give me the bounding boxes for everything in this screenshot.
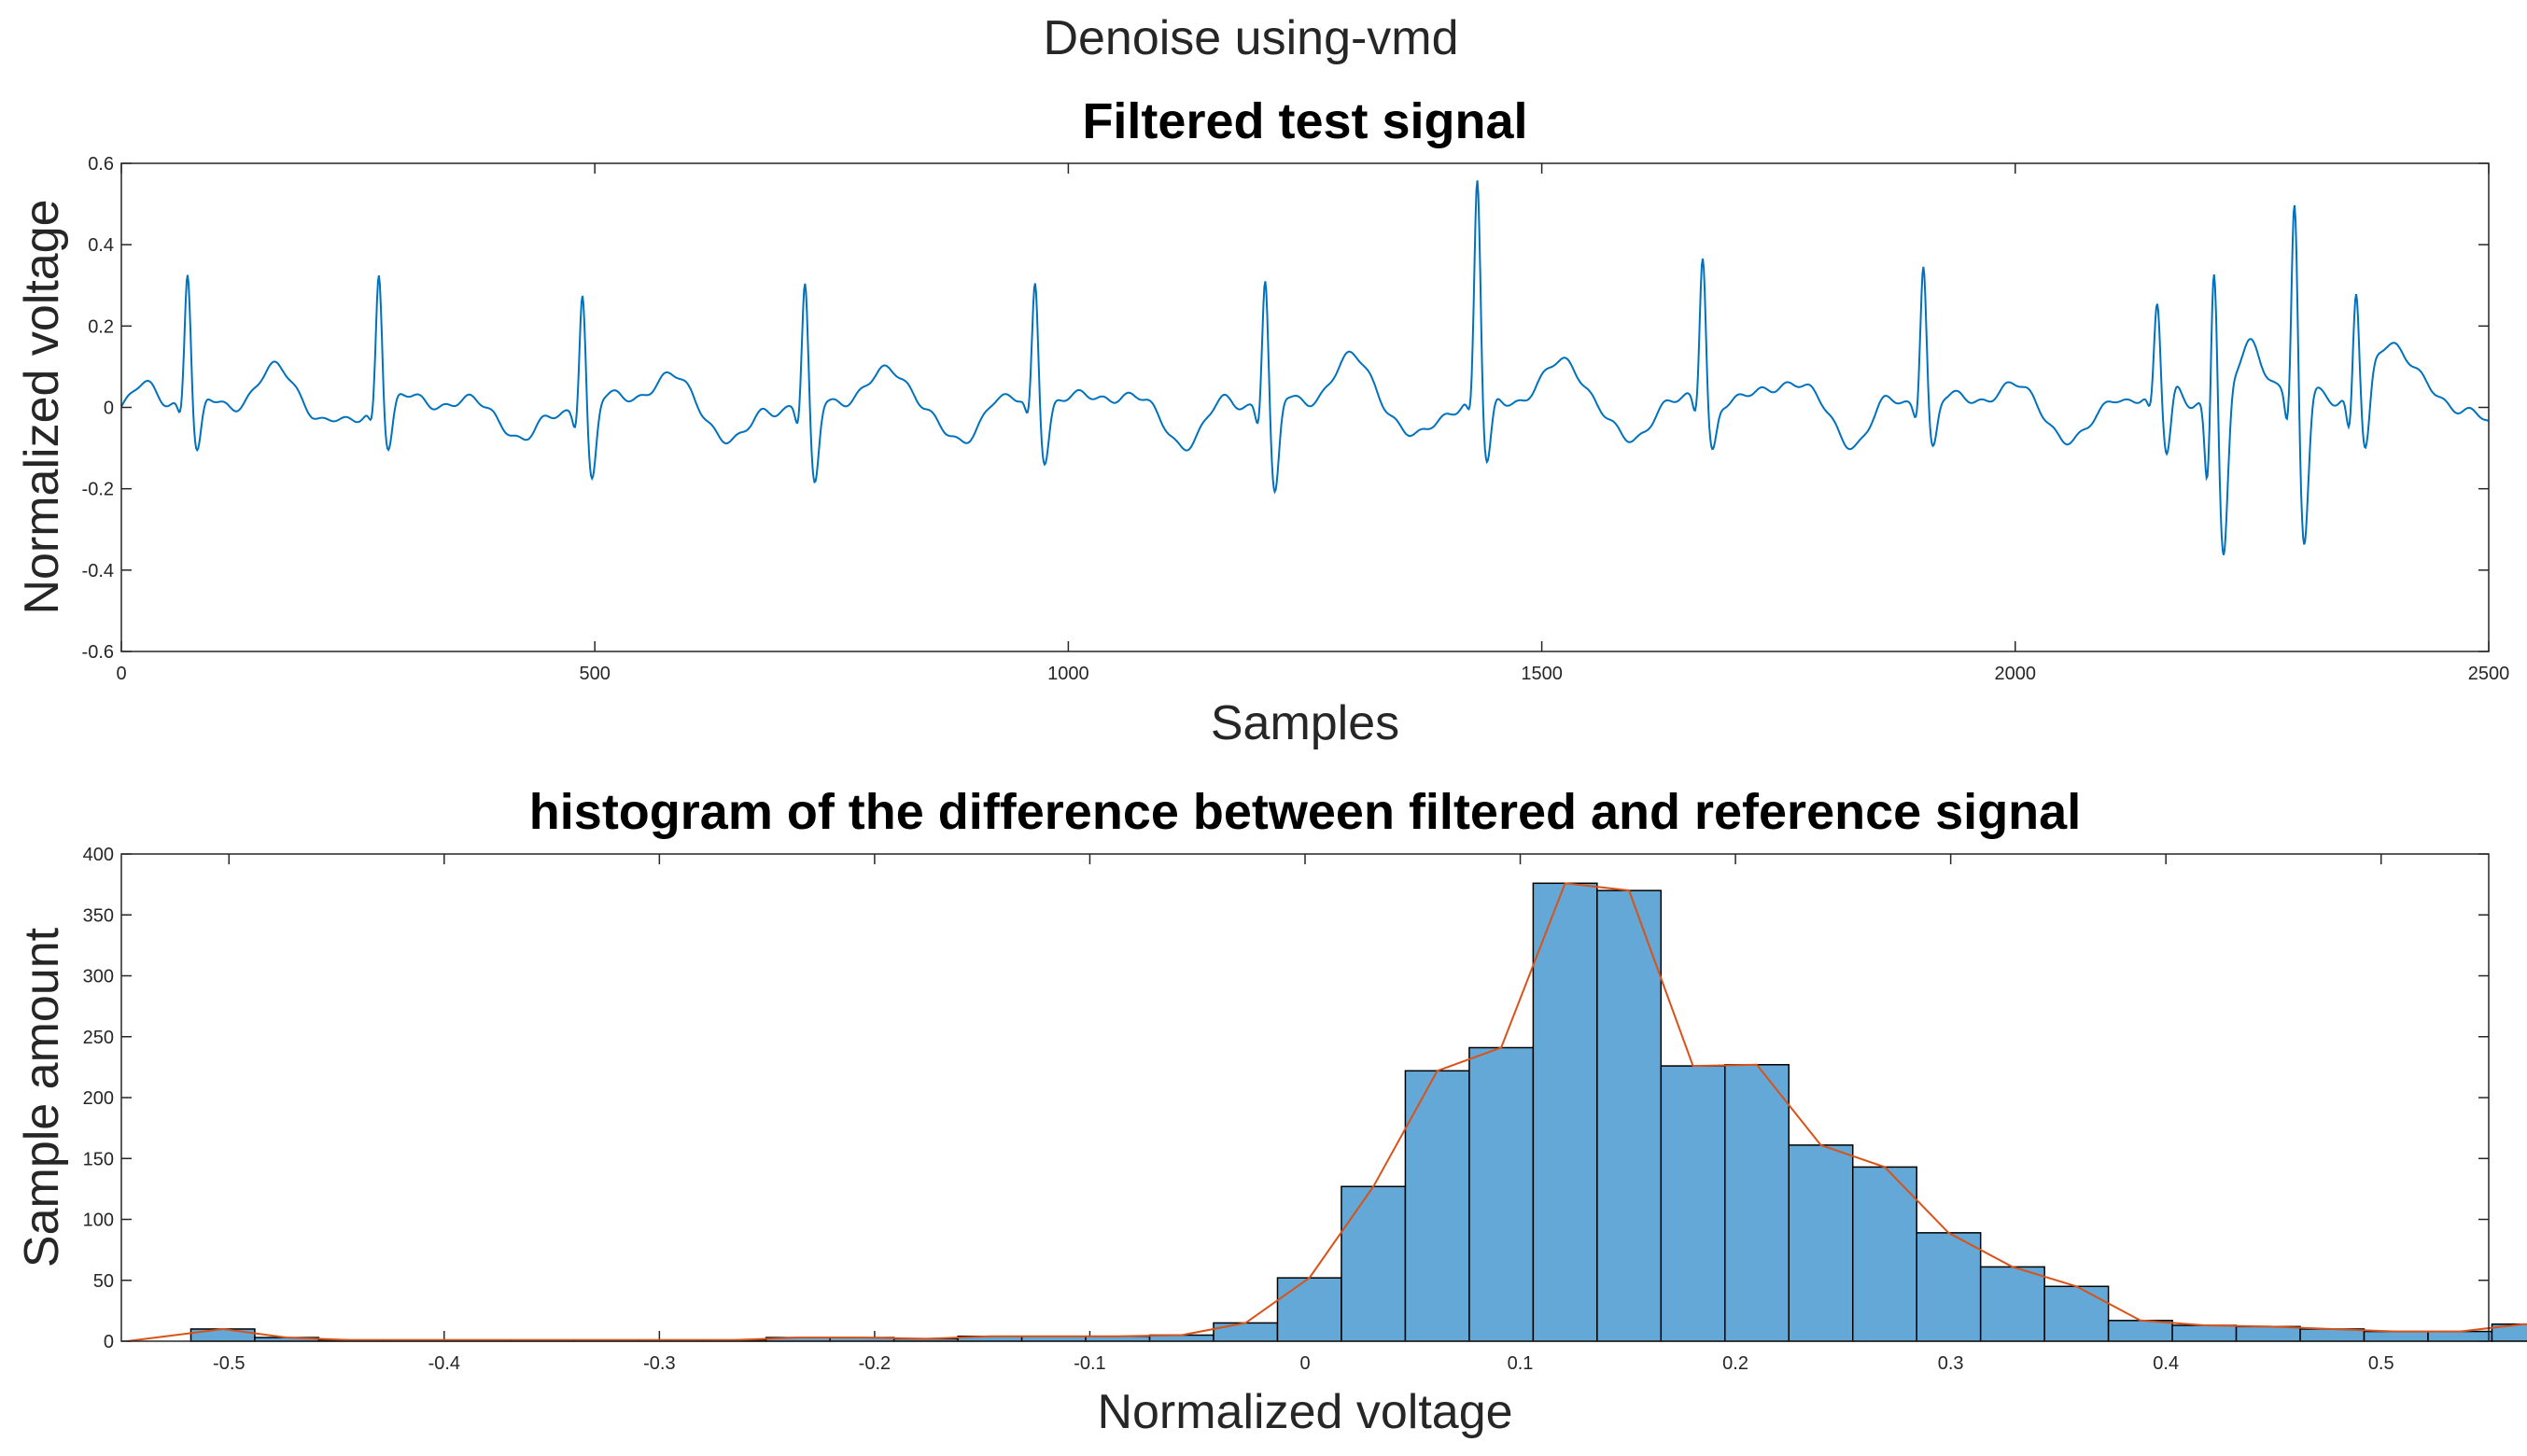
histogram-x-tick-label: 0 — [1299, 1353, 1310, 1374]
signal-y-tick-label: 0.4 — [88, 235, 114, 256]
signal-plot-area — [121, 163, 2489, 651]
histogram-bar — [1660, 1065, 1726, 1342]
histogram-chart-title: histogram of the difference between filt… — [529, 784, 2081, 840]
histogram-axes: histogram of the difference between filt… — [15, 784, 2527, 1439]
signal-axes-box — [120, 162, 2490, 652]
signal-x-tick-label: 2500 — [2468, 664, 2510, 684]
signal-y-tick-label: -0.6 — [82, 642, 114, 663]
histogram-bar — [1788, 1144, 1854, 1342]
signal-y-tick-label: -0.4 — [82, 561, 114, 581]
signal-x-tick-label: 1500 — [1521, 664, 1563, 684]
histogram-plot-area — [121, 854, 2489, 1341]
histogram-bar — [1596, 889, 1663, 1342]
histogram-bar — [1276, 1277, 1342, 1342]
signal-y-tick-label: 0.6 — [88, 154, 114, 175]
signal-x-tick-label: 2000 — [1995, 664, 2037, 684]
histogram-bar — [1532, 882, 1598, 1342]
histogram-y-tick-label: 100 — [83, 1211, 114, 1231]
histogram-bar — [2363, 1330, 2429, 1342]
figure-title: Denoise using-vmd — [1043, 11, 1458, 65]
signal-y-ticks: -0.6 -0.4 -0.2 0 0.2 0.4 0.6 — [82, 154, 2489, 663]
signal-x-axis-label: Samples — [1211, 696, 1399, 750]
histogram-bar — [2043, 1285, 2110, 1342]
signal-x-tick-label: 0 — [116, 664, 126, 684]
histogram-bar — [2235, 1325, 2301, 1342]
signal-y-tick-label: -0.2 — [82, 480, 114, 500]
histogram-x-tick-label: -0.5 — [213, 1353, 245, 1374]
histogram-axes-box — [120, 853, 2490, 1342]
histogram-x-tick-label: 0.4 — [2153, 1353, 2179, 1374]
histogram-y-tick-label: 200 — [83, 1088, 114, 1109]
histogram-fit-line — [126, 882, 2527, 1342]
histogram-x-tick-label: 0.1 — [1508, 1353, 1534, 1374]
histogram-bar — [1724, 1064, 1790, 1342]
histogram-y-tick-label: 250 — [83, 1028, 114, 1048]
histogram-y-tick-label: 350 — [83, 905, 114, 926]
histogram-bar — [1468, 1046, 1535, 1342]
histogram-y-axis-label: Sample amount — [15, 927, 69, 1267]
histogram-bar — [2427, 1330, 2493, 1342]
histogram-bar — [1851, 1166, 1917, 1342]
signal-x-ticks: 0 500 1000 1500 2000 2500 — [116, 163, 2509, 684]
histogram-x-tick-label: 0.3 — [1938, 1353, 1964, 1374]
histogram-y-tick-label: 50 — [93, 1271, 114, 1292]
histogram-x-tick-label: -0.4 — [428, 1353, 460, 1374]
histogram-y-tick-label: 0 — [104, 1332, 114, 1352]
histogram-bar — [1916, 1232, 1982, 1342]
histogram-y-tick-label: 400 — [83, 845, 114, 865]
histogram-bar — [2107, 1320, 2173, 1342]
histogram-x-ticks: -0.5 -0.4 -0.3 -0.2 -0.1 0 0.1 0.2 0.3 0.4 0.5 — [213, 854, 2394, 1374]
histogram-y-tick-label: 150 — [83, 1149, 114, 1169]
histogram-y-tick-label: 300 — [83, 967, 114, 987]
histogram-bar — [1979, 1266, 2045, 1342]
histogram-bar — [1341, 1185, 1407, 1342]
signal-line — [120, 180, 2490, 555]
signal-y-axis-label: Normalized voltage — [15, 199, 69, 614]
signal-axes: Filtered test signal 0 500 1000 1500 2000 250… — [15, 93, 2509, 750]
signal-x-tick-label: 1000 — [1047, 664, 1089, 684]
histogram-x-tick-label: 0.5 — [2368, 1353, 2394, 1374]
histogram-x-tick-label: -0.2 — [859, 1353, 891, 1374]
histogram-x-tick-label: -0.1 — [1074, 1353, 1105, 1374]
histogram-x-tick-label: -0.3 — [643, 1353, 675, 1374]
signal-y-tick-label: 0 — [104, 399, 114, 419]
signal-y-tick-label: 0.2 — [88, 316, 114, 337]
histogram-bar — [190, 1328, 256, 1342]
histogram-bar — [1213, 1322, 1279, 1342]
histogram-x-axis-label: Normalized voltage — [1097, 1385, 1512, 1439]
signal-x-tick-label: 500 — [580, 664, 611, 684]
histogram-x-tick-label: 0.2 — [1722, 1353, 1748, 1374]
histogram-bar — [2171, 1324, 2238, 1342]
signal-chart-title: Filtered test signal — [1082, 93, 1527, 149]
